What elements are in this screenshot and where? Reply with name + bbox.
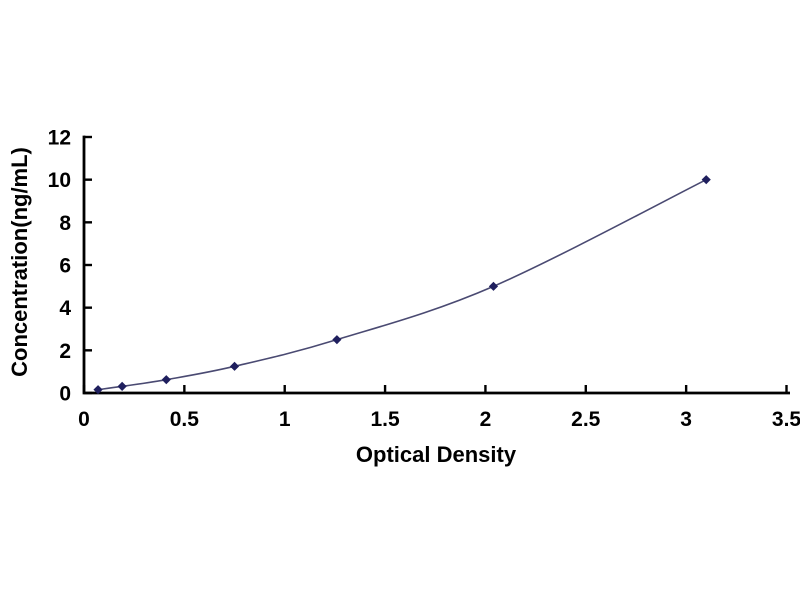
data-point-marker bbox=[93, 385, 103, 395]
data-point-marker bbox=[332, 335, 342, 345]
x-tick-label: 0 bbox=[78, 408, 90, 431]
y-tick-label: 0 bbox=[59, 383, 71, 406]
data-point-marker bbox=[161, 375, 171, 385]
y-tick-label: 4 bbox=[59, 297, 71, 320]
y-tick-label: 10 bbox=[48, 169, 71, 192]
y-axis-title: Concentration(ng/mL) bbox=[7, 147, 32, 377]
y-tick-label: 6 bbox=[59, 255, 71, 278]
y-tick-label: 12 bbox=[48, 127, 71, 150]
y-tick-label: 8 bbox=[59, 212, 71, 235]
data-point-marker bbox=[488, 281, 499, 291]
x-tick-label: 3.5 bbox=[772, 408, 800, 431]
data-point-marker bbox=[229, 361, 240, 371]
standard-curve-line bbox=[97, 178, 707, 391]
x-tick-label: 1.5 bbox=[370, 408, 400, 431]
x-tick-label: 2 bbox=[480, 408, 492, 431]
x-tick-label: 0.5 bbox=[170, 408, 200, 431]
plot-layer: 0 0.5 1 1.5 2 2.5 3 3.5 0 2 4 6 8 10 12 bbox=[48, 127, 800, 432]
y-tick-label: 2 bbox=[59, 340, 71, 363]
x-tick-label: 1 bbox=[279, 408, 291, 431]
data-point-marker bbox=[701, 175, 711, 185]
x-axis-title: Optical Density bbox=[356, 442, 517, 467]
x-tick-label: 3 bbox=[680, 408, 692, 431]
data-point-marker bbox=[117, 381, 127, 391]
axis-lines bbox=[82, 135, 790, 395]
x-tick-label: 2.5 bbox=[571, 408, 601, 431]
